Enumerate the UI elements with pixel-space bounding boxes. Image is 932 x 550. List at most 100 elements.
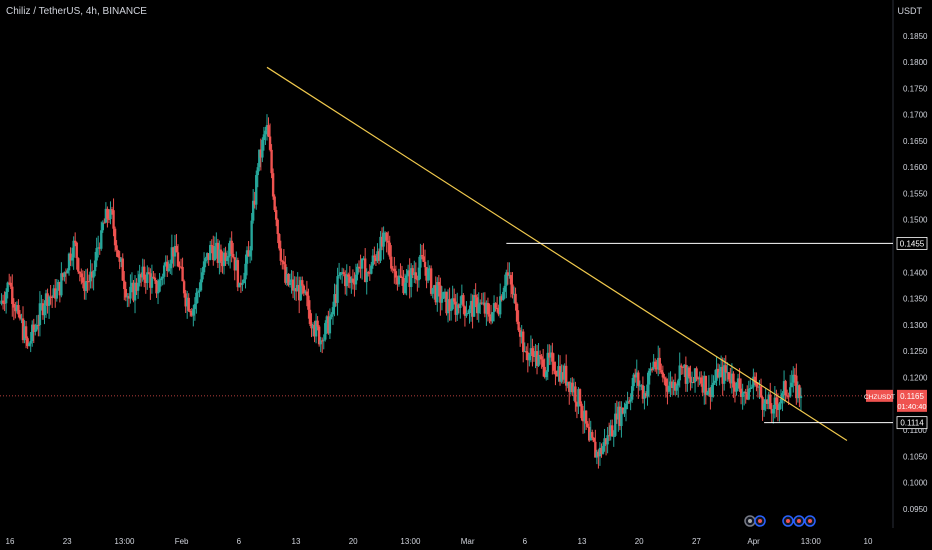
candle-body [422,256,425,262]
candle-body [426,268,430,281]
candle-body [164,261,167,266]
candle-body [386,240,390,243]
candle-body [394,271,398,278]
candle-body [347,274,350,277]
candle-body [178,266,181,268]
candle-body [213,246,217,261]
candle-body [784,381,787,396]
candle-body [650,368,654,370]
candle-body [61,273,65,277]
candle-body [120,258,123,262]
candle-body [692,382,695,384]
candle-body [158,280,161,292]
candle-body [433,285,436,289]
candle-body [17,305,20,315]
candle-body [46,293,49,306]
candle-body [81,277,85,283]
candle-body [460,295,464,304]
candle-body [115,245,118,251]
y-tick-label: 0.1250 [903,347,928,356]
candle-body [761,397,764,410]
candle-body [147,272,151,274]
candle-body [683,364,686,368]
candle-body [374,257,378,262]
symbol-title: Chiliz / TetherUS, 4h, BINANCE [6,6,147,17]
candle-body [489,316,493,322]
candle-body [742,391,746,394]
candle-body [571,382,574,393]
x-tick-label: 20 [349,537,358,546]
candle-body [495,307,499,310]
news-event-icon[interactable] [804,515,816,527]
y-tick-label: 0.1000 [903,479,928,488]
candle-body [532,356,536,358]
candle-body [652,361,655,369]
candle-body [776,404,780,410]
candle-body [580,403,583,419]
candle-body [129,286,132,299]
candle-body [391,268,394,270]
candle-body [417,267,421,281]
candle-body [276,219,279,235]
candle-body [367,272,370,274]
candle-body [721,366,724,384]
dividend-event-icon[interactable] [744,515,756,527]
candle-body [330,314,333,317]
candle-body [400,276,404,279]
candle-body [238,282,241,288]
candle-body [1,300,5,303]
candle-body [795,375,798,399]
news-event-icon[interactable] [754,515,766,527]
candle-body [638,385,642,387]
candle-body [785,395,789,397]
candle-body [558,366,562,382]
candle-body [431,288,434,294]
candle-body [90,271,94,278]
bar-countdown-label: 01:40:40 [897,402,926,411]
candle-body [773,397,777,409]
candle-body [735,382,738,392]
candle-body [479,302,482,304]
news-event-icon[interactable] [793,515,805,527]
candle-body [224,252,227,261]
candle-body [0,300,3,304]
news-event-icon[interactable] [782,515,794,527]
candle-body [472,295,476,317]
candle-body [535,351,539,366]
candle-body [189,310,192,313]
candle-body [736,378,740,383]
candle-body [456,304,459,315]
candle-body [449,309,453,311]
candle-body [193,303,197,310]
candle-body [121,258,124,281]
candle-body [767,394,770,404]
candle-body [746,393,749,400]
candle-body [264,130,267,135]
candle-body [58,282,62,296]
candle-body [756,386,760,388]
candle-body [618,406,622,427]
candle-body [753,376,757,383]
candle-body [222,252,226,267]
candle-body [310,323,313,329]
candle-body [724,365,727,373]
candle-body [758,386,761,388]
y-tick-label: 0.1400 [903,268,928,277]
candle-body [406,270,410,276]
candle-body [258,149,261,168]
x-tick-label: 23 [63,537,72,546]
candle-body [518,330,522,337]
candle-body [411,268,414,276]
candle-body [360,258,364,269]
candle-body [604,438,608,445]
y-tick-label: 0.1600 [903,163,928,172]
candle-body [185,297,189,307]
candle-body [704,375,708,395]
candle-body [20,318,23,320]
trendline[interactable] [266,66,848,442]
candle-body [371,255,375,266]
candle-body [23,326,26,341]
candle-body [49,296,52,298]
candle-body [446,299,450,314]
